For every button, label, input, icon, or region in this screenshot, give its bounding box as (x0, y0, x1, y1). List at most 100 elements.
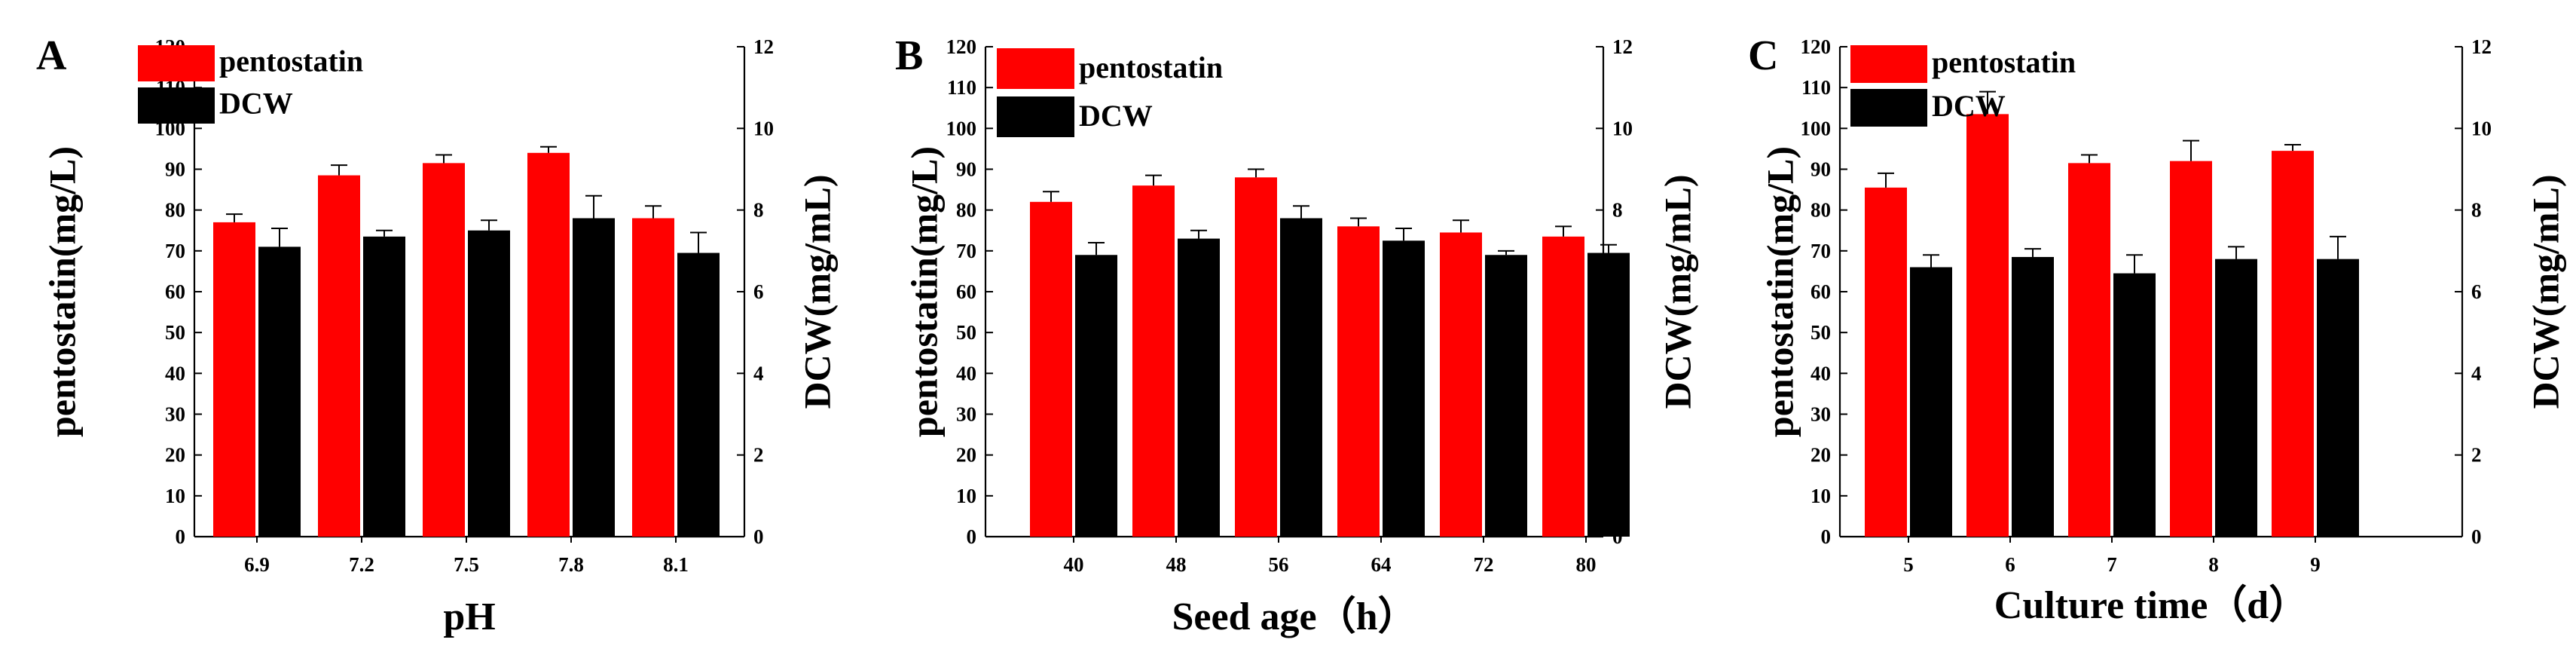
x-tick-label: 7 (2107, 553, 2117, 576)
bar-dcw (468, 230, 510, 537)
legend-swatch-pentostatin (138, 45, 215, 81)
x-tick-label: 7.2 (349, 553, 374, 576)
y-left-tick-label: 10 (1811, 485, 1831, 507)
y-left-tick-label: 60 (956, 280, 976, 303)
bar-dcw (1910, 267, 1952, 537)
y-axis-right-title: DCW(mg/mL) (2524, 174, 2566, 409)
y-right-tick-label: 0 (753, 525, 764, 548)
bar-pentostatin (423, 163, 465, 537)
bar-pentostatin (1030, 201, 1072, 537)
y-right-tick-label: 4 (753, 362, 764, 384)
y-right-tick-label: 10 (2471, 117, 2492, 139)
y-left-tick-label: 90 (1811, 158, 1831, 181)
y-axis-right-title: DCW(mg/mL) (796, 174, 838, 409)
y-right-tick-label: 8 (1612, 199, 1623, 222)
y-axis-right-title: DCW(mg/mL) (1656, 174, 1698, 409)
y-left-tick-label: 60 (165, 280, 185, 303)
y-axis-left-title: pentostatin(mg/L) (1759, 146, 1801, 437)
x-axis-title: pH (443, 595, 495, 638)
bar-dcw (2317, 259, 2359, 537)
y-right-tick-label: 4 (2471, 362, 2482, 384)
y-left-tick-label: 110 (1801, 76, 1831, 99)
bar-dcw (1075, 255, 1117, 537)
bar-dcw (1178, 238, 1220, 537)
y-left-tick-label: 40 (165, 362, 185, 384)
y-right-tick-label: 10 (753, 117, 774, 139)
y-right-tick-label: 12 (2471, 35, 2492, 58)
y-right-tick-label: 8 (753, 199, 764, 222)
bar-dcw (363, 236, 405, 537)
y-left-tick-label: 20 (165, 444, 185, 467)
chart-panel-a: A01020304050607080901001101200246810126.… (36, 32, 838, 638)
bar-dcw (1280, 218, 1322, 537)
legend-label-dcw: DCW (219, 87, 293, 121)
y-left-tick-label: 50 (956, 321, 976, 344)
bar-dcw (2113, 273, 2156, 537)
x-tick-label: 9 (2310, 553, 2321, 576)
legend-swatch-dcw (1850, 89, 1927, 127)
x-axis-title: Culture time（d） (1994, 583, 2308, 627)
legend-label-pentostatin: pentostatin (1932, 45, 2076, 79)
bar-dcw (677, 252, 720, 537)
y-left-tick-label: 80 (165, 199, 185, 222)
x-tick-label: 5 (1903, 553, 1914, 576)
x-tick-label: 7.8 (558, 553, 584, 576)
panel-letter: A (36, 32, 67, 79)
x-tick-label: 80 (1576, 553, 1597, 576)
bar-pentostatin (2068, 163, 2110, 537)
bar-pentostatin (213, 222, 255, 537)
y-left-tick-label: 40 (956, 362, 976, 384)
y-axis-left-title: pentostatin(mg/L) (903, 146, 945, 437)
legend-label-dcw: DCW (1079, 99, 1153, 133)
y-left-tick-label: 70 (956, 240, 976, 262)
legend-label-pentostatin: pentostatin (219, 44, 363, 78)
bar-pentostatin (527, 152, 570, 537)
y-left-tick-label: 70 (1811, 240, 1831, 262)
bar-dcw (1383, 240, 1425, 537)
y-left-tick-label: 120 (946, 35, 977, 58)
y-axis-left-title: pentostatin(mg/L) (41, 146, 83, 437)
bar-pentostatin (1542, 236, 1584, 537)
y-left-tick-label: 30 (165, 403, 185, 426)
y-right-tick-label: 8 (2471, 199, 2482, 222)
y-left-tick-label: 70 (165, 240, 185, 262)
x-tick-label: 48 (1166, 553, 1187, 576)
legend-swatch-pentostatin (1850, 45, 1927, 83)
x-axis-title: Seed age（h） (1172, 595, 1416, 638)
panel-letter: B (895, 32, 923, 79)
y-right-tick-label: 6 (753, 280, 764, 303)
y-left-tick-label: 10 (165, 485, 185, 507)
x-tick-label: 56 (1269, 553, 1289, 576)
bar-dcw (1485, 255, 1527, 537)
bar-dcw (2215, 259, 2257, 537)
y-left-tick-label: 0 (1821, 525, 1832, 548)
bar-dcw (258, 246, 301, 537)
bar-pentostatin (318, 175, 360, 537)
y-right-tick-label: 10 (1612, 117, 1633, 139)
x-tick-label: 7.5 (454, 553, 479, 576)
y-right-tick-label: 2 (753, 444, 764, 467)
y-left-tick-label: 100 (1801, 117, 1832, 139)
bar-dcw (2012, 256, 2054, 537)
y-left-tick-label: 50 (1811, 321, 1831, 344)
legend-label-pentostatin: pentostatin (1079, 50, 1223, 84)
chart-panel-b: B010203040506070809010011012002468101240… (895, 32, 1698, 638)
legend-swatch-dcw (138, 87, 215, 124)
bar-dcw (1587, 252, 1630, 537)
y-right-tick-label: 2 (2471, 444, 2482, 467)
x-tick-label: 8 (2208, 553, 2219, 576)
bar-pentostatin (1235, 177, 1277, 537)
legend-swatch-dcw (997, 96, 1074, 137)
bar-pentostatin (1132, 185, 1175, 537)
y-left-tick-label: 30 (1811, 403, 1831, 426)
bar-pentostatin (1966, 114, 2009, 537)
panel-letter: C (1748, 32, 1778, 79)
bar-pentostatin (1440, 232, 1482, 537)
y-left-tick-label: 90 (956, 158, 976, 181)
y-left-tick-label: 20 (956, 444, 976, 467)
bar-pentostatin (2170, 161, 2212, 537)
y-left-tick-label: 10 (956, 485, 976, 507)
y-left-tick-label: 0 (176, 525, 186, 548)
y-left-tick-label: 0 (967, 525, 977, 548)
